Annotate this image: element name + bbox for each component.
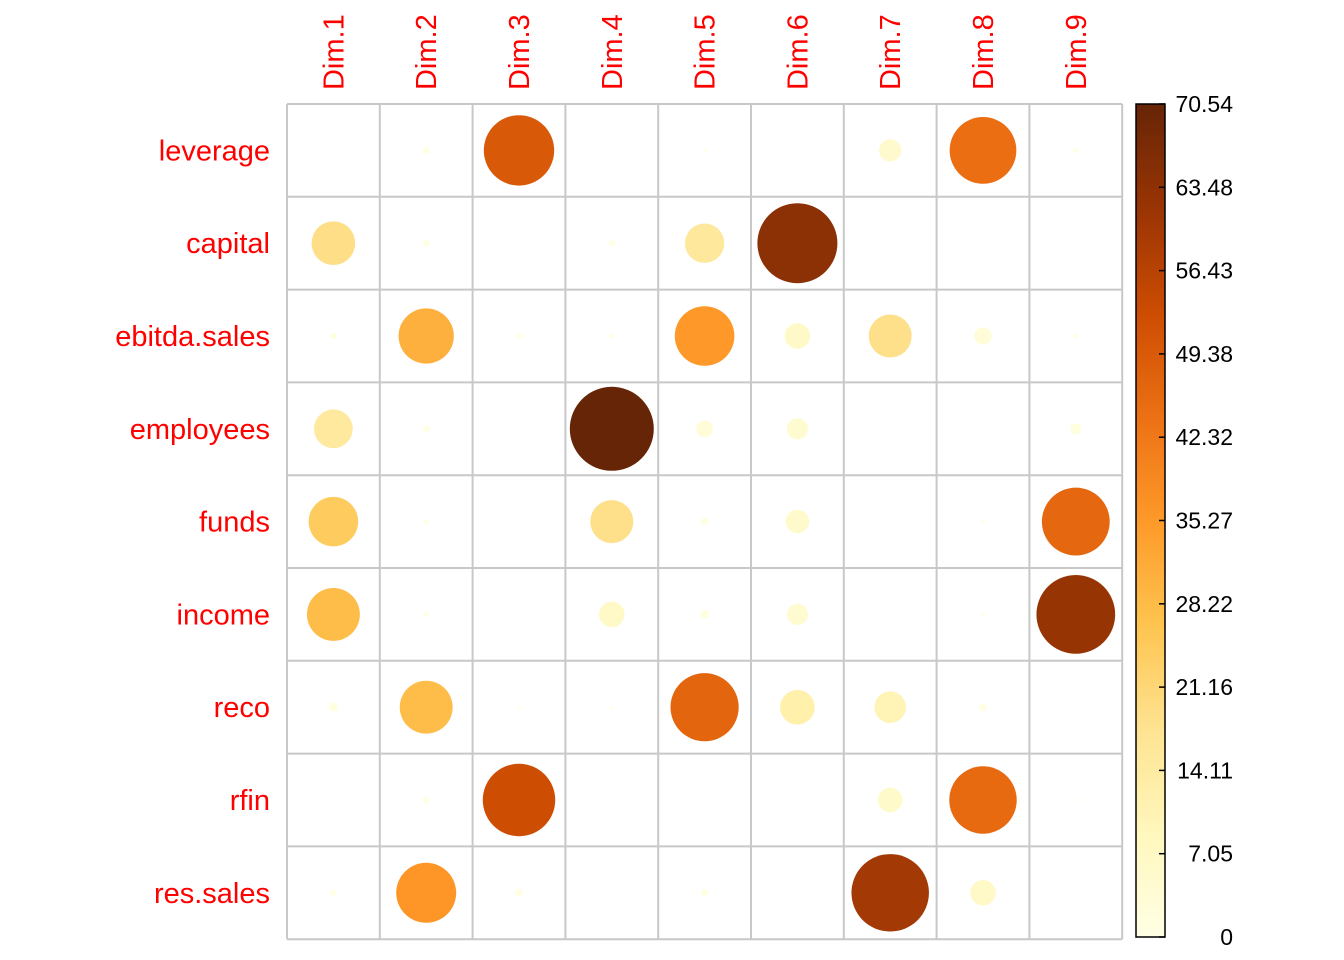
column-label: Dim.5 [690,14,722,90]
circle-res.sales-Dim.1 [330,889,337,896]
circle-leverage-Dim.5 [703,148,707,152]
circle-ebitda.sales-Dim.3 [515,332,523,340]
circle-rfin-Dim.8 [949,766,1017,834]
circle-income-Dim.9 [1036,575,1116,654]
circle-capital-Dim.2 [422,239,430,247]
circle-res.sales-Dim.7 [851,854,929,932]
circle-ebitda.sales-Dim.5 [674,306,735,366]
circle-funds-Dim.6 [785,509,810,534]
row-label: employees [130,414,270,446]
column-label: Dim.7 [875,14,907,90]
circle-ebitda.sales-Dim.8 [974,327,992,345]
circle-reco-Dim.3 [517,705,521,709]
circle-reco-Dim.7 [874,691,907,724]
circle-ebitda.sales-Dim.7 [868,314,912,358]
circle-income-Dim.8 [981,612,985,616]
circle-funds-Dim.1 [308,496,359,547]
circle-leverage-Dim.3 [483,115,555,186]
circle-ebitda.sales-Dim.6 [784,323,811,349]
grid [286,103,1124,941]
circle-reco-Dim.1 [328,702,338,712]
colorbar-tick-label: 28.22 [1175,591,1233,617]
circle-funds-Dim.8 [981,520,985,524]
column-label: Dim.9 [1061,14,1093,90]
circle-income-Dim.5 [700,609,710,619]
row-labels: leverage capital ebitda.sales employees fund… [115,135,270,909]
circle-employees-Dim.5 [696,420,713,438]
colorbar-tick-label: 56.43 [1175,258,1233,284]
row-label: rfin [230,785,270,817]
circle-res.sales-Dim.8 [970,880,996,906]
colorbar-tick-label: 35.27 [1175,508,1233,534]
colorbar-tick-label: 63.48 [1175,174,1233,200]
row-label: funds [199,507,270,539]
colorbar-tick-label: 49.38 [1175,341,1233,367]
circle-res.sales-Dim.5 [701,889,709,897]
colorbar-tick-label: 70.54 [1175,91,1233,117]
circle-employees-Dim.9 [1070,423,1082,435]
circle-rfin-Dim.7 [877,787,903,813]
column-label: Dim.8 [968,14,1000,90]
circle-funds-Dim.2 [423,519,429,524]
circle-employees-Dim.6 [786,418,809,440]
circle-ebitda.sales-Dim.4 [609,333,615,339]
circle-employees-Dim.1 [314,409,353,449]
circle-capital-Dim.5 [684,223,725,263]
circle-reco-Dim.8 [979,703,987,712]
circle-rfin-Dim.3 [482,763,556,837]
circle-leverage-Dim.9 [1073,147,1079,154]
colorbar-tick-label: 42.32 [1175,424,1233,450]
colorbar-tick-label: 21.16 [1175,674,1233,700]
column-label: Dim.3 [504,14,536,90]
circle-leverage-Dim.8 [949,117,1017,184]
circle-reco-Dim.5 [670,673,739,742]
circle-res.sales-Dim.3 [515,888,523,897]
circle-reco-Dim.6 [780,689,815,725]
colorbar-tick-label: 14.11 [1177,757,1233,783]
circle-capital-Dim.4 [608,240,615,247]
column-label: Dim.1 [318,14,350,90]
circle-res.sales-Dim.2 [396,862,457,923]
colorbar [1135,103,1166,938]
circle-employees-Dim.4 [569,386,654,471]
circle-reco-Dim.2 [399,680,453,734]
circle-leverage-Dim.2 [422,146,430,154]
row-label: capital [186,228,270,260]
circle-income-Dim.4 [599,601,625,628]
circle-income-Dim.6 [786,603,809,626]
circle-rfin-Dim.9 [1074,798,1078,802]
colorbar-tick-label: 0 [1220,924,1233,950]
column-label: Dim.4 [597,14,629,90]
circle-reco-Dim.4 [610,705,614,709]
circle-leverage-Dim.7 [879,139,902,162]
row-label: res.sales [154,878,270,910]
column-label: Dim.2 [411,14,443,90]
circle-rfin-Dim.2 [423,796,430,804]
circle-capital-Dim.6 [757,203,838,284]
circle-ebitda.sales-Dim.2 [398,308,454,364]
row-label: leverage [159,135,270,167]
circle-marks [306,115,1116,932]
row-label: ebitda.sales [115,321,270,353]
circle-income-Dim.1 [306,587,360,641]
circle-funds-Dim.4 [590,500,634,544]
circle-funds-Dim.9 [1041,487,1110,556]
circle-employees-Dim.2 [422,425,430,433]
circle-capital-Dim.1 [311,221,356,265]
circle-income-Dim.2 [423,611,429,618]
column-labels: Dim.1 Dim.2 Dim.3 Dim.4 Dim.5 Dim.6 Dim.7 Dim.8… [318,14,1092,90]
column-label: Dim.6 [782,14,814,90]
colorbar-tick-label: 7.05 [1188,841,1233,867]
color-legend: 0 7.05 14.11 21.16 28.22 35.27 42.32 49.38 56.43… [1135,91,1233,950]
circle-ebitda.sales-Dim.1 [330,332,337,340]
circle-funds-Dim.5 [700,517,709,526]
circle-ebitda.sales-Dim.9 [1073,333,1079,339]
row-label: reco [214,692,270,724]
row-label: income [177,599,271,631]
